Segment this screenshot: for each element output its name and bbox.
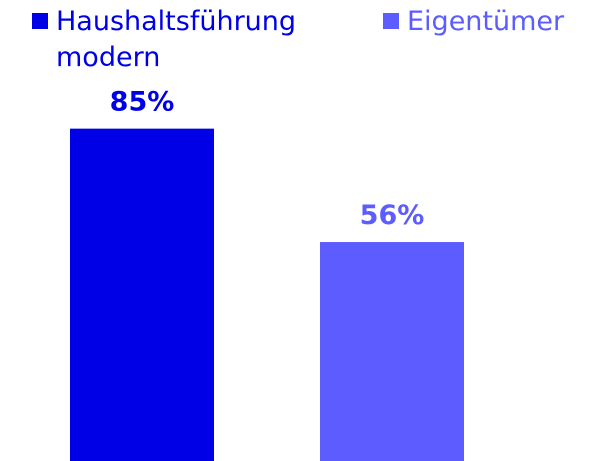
legend-label: Haushaltsführung modern	[56, 6, 297, 73]
bar	[70, 128, 214, 461]
legend-swatch	[32, 13, 48, 29]
value-label: 85%	[110, 87, 175, 118]
legend-swatch	[383, 13, 399, 29]
legend-item: Eigentümer	[383, 4, 603, 40]
value-label: 56%	[360, 200, 425, 231]
legend-label: Eigentümer	[407, 6, 565, 37]
legend-item: Haushaltsführung modern	[32, 4, 332, 76]
bar	[320, 242, 464, 461]
